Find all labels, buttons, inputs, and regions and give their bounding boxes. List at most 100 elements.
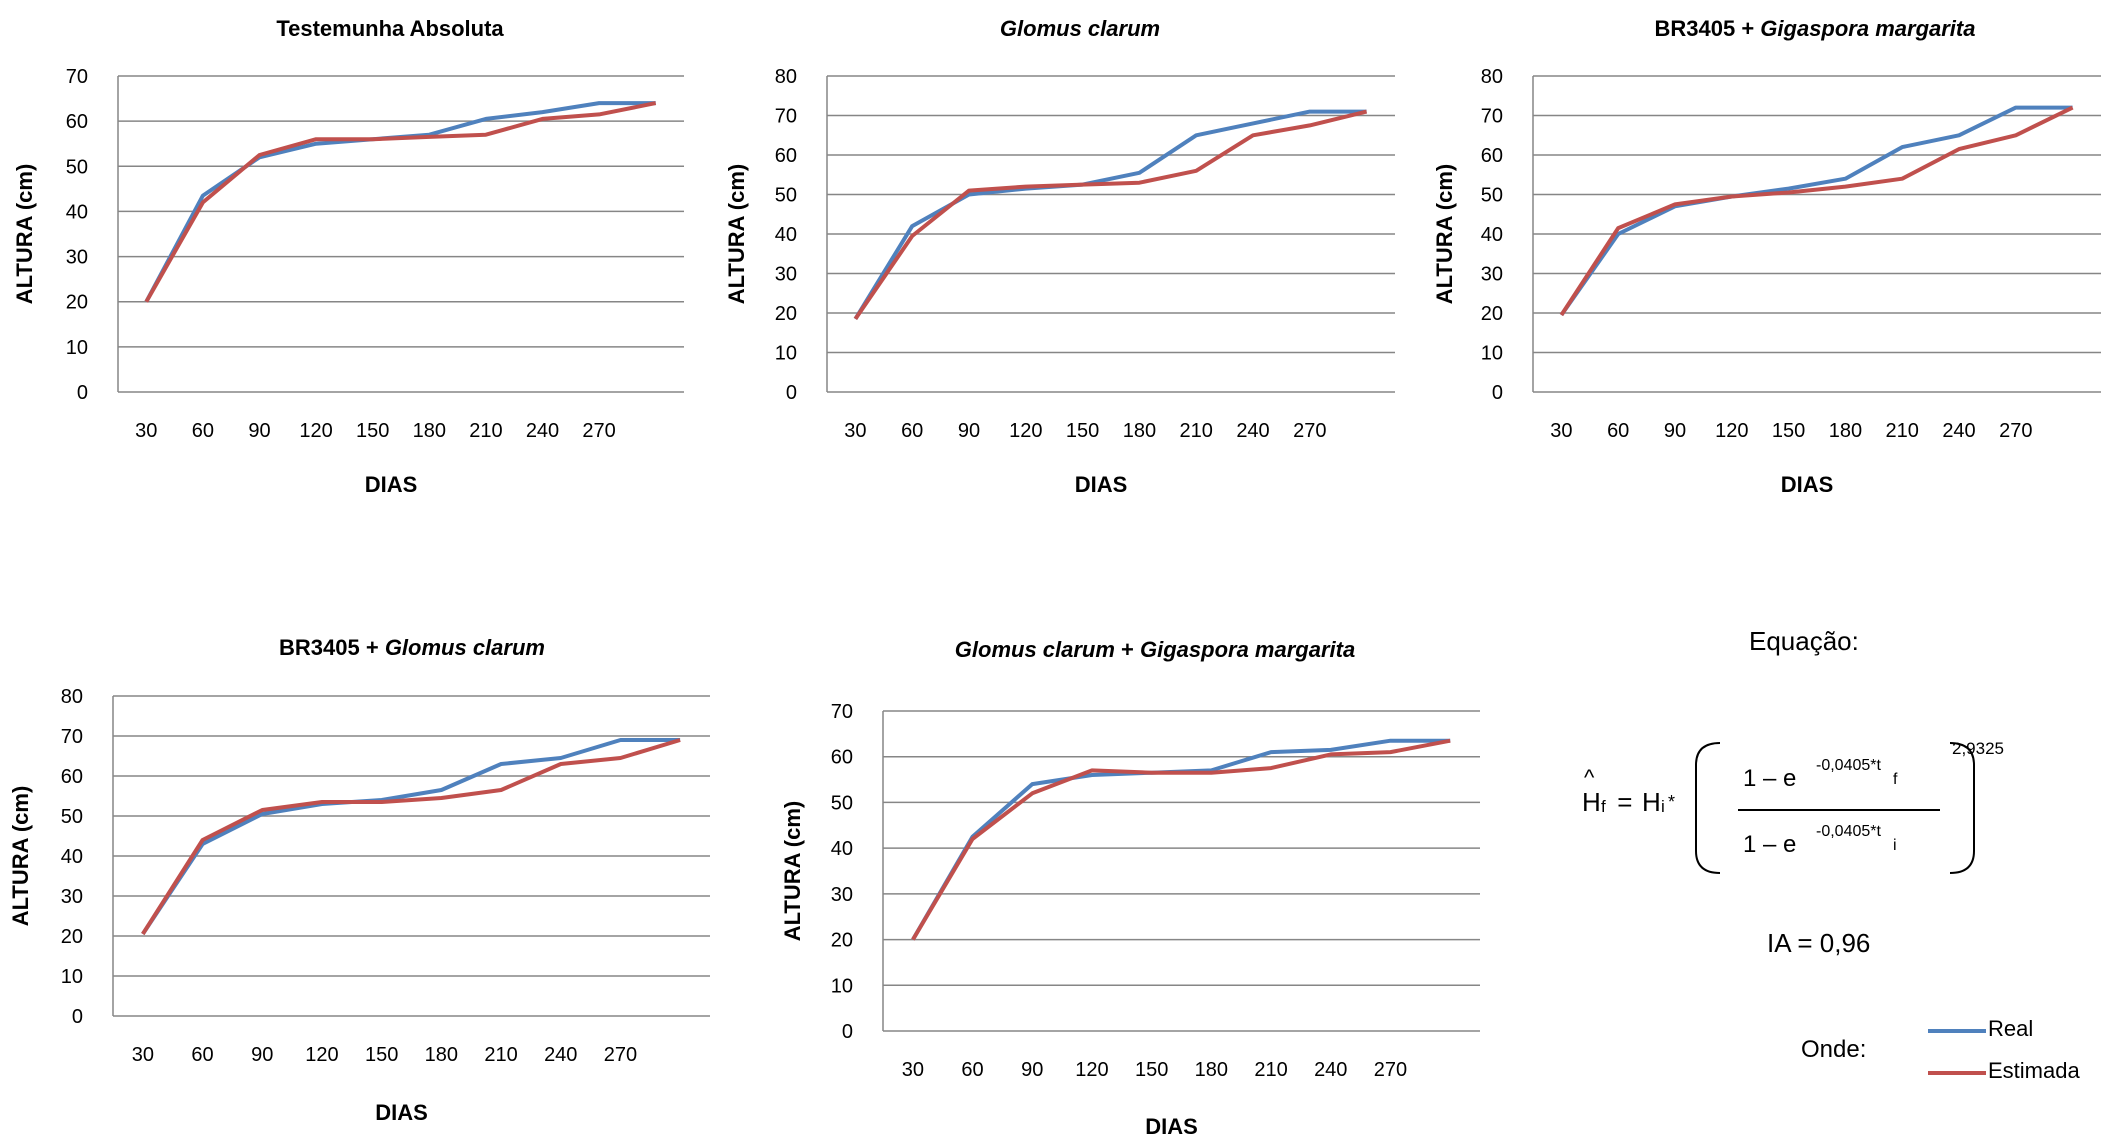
y-tick-label: 40 bbox=[831, 838, 853, 860]
x-tick-label: 180 bbox=[425, 1044, 458, 1066]
x-tick-label: 60 bbox=[901, 420, 923, 442]
numerator-sub: f bbox=[1893, 771, 1898, 788]
x-tick-label: 120 bbox=[1075, 1059, 1108, 1081]
series-line-estimada bbox=[853, 109, 1368, 321]
y-tick-label: 10 bbox=[775, 343, 797, 365]
x-tick-label: 180 bbox=[413, 420, 446, 442]
y-tick-label: 80 bbox=[1481, 66, 1503, 88]
chart-title-part: BR3405 + bbox=[279, 635, 385, 660]
y-tick-label: 60 bbox=[1481, 145, 1503, 167]
y-tick-label: 10 bbox=[61, 966, 83, 988]
x-tick-label: 210 bbox=[1254, 1059, 1287, 1081]
y-axis-label: ALTURA (cm) bbox=[8, 786, 33, 927]
x-tick-label: 270 bbox=[1293, 420, 1326, 442]
x-tick-label: 240 bbox=[1942, 420, 1975, 442]
y-tick-label: 70 bbox=[831, 701, 853, 723]
series-line-estimada bbox=[141, 738, 681, 936]
y-tick-label: 30 bbox=[831, 884, 853, 906]
y-tick-label: 70 bbox=[775, 106, 797, 128]
chart-title: Glomus clarum bbox=[1000, 16, 1160, 41]
y-tick-label: 20 bbox=[61, 926, 83, 948]
chart-title-part: Glomus clarum bbox=[385, 635, 545, 660]
chart-title: BR3405 + Glomus clarum bbox=[279, 635, 545, 660]
chart-title: BR3405 + Gigaspora margarita bbox=[1655, 16, 1976, 41]
mult-sign: * bbox=[1668, 792, 1676, 812]
y-tick-label: 40 bbox=[66, 201, 88, 223]
hat-symbol: ^ bbox=[1584, 765, 1595, 790]
series-line-estimada bbox=[1559, 105, 2074, 317]
series-line-estimada bbox=[911, 738, 1451, 941]
y-tick-label: 50 bbox=[1481, 185, 1503, 207]
x-tick-label: 180 bbox=[1829, 420, 1862, 442]
x-tick-label: 90 bbox=[1021, 1059, 1043, 1081]
y-tick-label: 20 bbox=[831, 930, 853, 952]
x-tick-label: 270 bbox=[604, 1044, 637, 1066]
y-tick-label: 70 bbox=[61, 726, 83, 748]
chart-2: 0 10 20 30 40 50 60 70 80 30 60 90 120 150 180 210 240 27… bbox=[724, 16, 1395, 497]
y-axis-label: ALTURA (cm) bbox=[724, 164, 749, 305]
x-tick-label: 30 bbox=[132, 1044, 154, 1066]
y-tick-label: 0 bbox=[1492, 382, 1503, 404]
rhs-h: H bbox=[1642, 787, 1661, 817]
y-tick-label: 50 bbox=[66, 156, 88, 178]
denominator-sub: i bbox=[1893, 837, 1897, 854]
x-tick-label: 240 bbox=[1314, 1059, 1347, 1081]
y-tick-label: 40 bbox=[775, 224, 797, 246]
x-tick-label: 30 bbox=[902, 1059, 924, 1081]
y-tick-label: 10 bbox=[66, 337, 88, 359]
chart-title: Glomus clarum + Gigaspora margarita bbox=[955, 637, 1355, 662]
lhs-sub: f bbox=[1601, 797, 1606, 816]
x-tick-label: 60 bbox=[191, 1044, 213, 1066]
equation-parentheses bbox=[1695, 742, 1975, 874]
x-tick-label: 120 bbox=[1715, 420, 1748, 442]
y-tick-label: 60 bbox=[61, 766, 83, 788]
legend-swatch-estimada bbox=[1928, 1071, 1986, 1075]
y-tick-label: 50 bbox=[61, 806, 83, 828]
x-tick-label: 120 bbox=[299, 420, 332, 442]
y-tick-label: 30 bbox=[1481, 264, 1503, 286]
y-axis-label: ALTURA (cm) bbox=[12, 164, 37, 305]
x-axis-label: DIAS bbox=[1145, 1114, 1198, 1138]
chart-5: 0 10 20 30 40 50 60 70 30 60 90 120 150 180 210 240 270 G… bbox=[780, 637, 1480, 1138]
x-tick-label: 270 bbox=[1374, 1059, 1407, 1081]
chart-title-part: Glomus clarum bbox=[955, 637, 1115, 662]
legend-swatch-real bbox=[1928, 1029, 1986, 1033]
chart-title-part: Gigaspora margarita bbox=[1760, 16, 1975, 41]
x-tick-label: 180 bbox=[1195, 1059, 1228, 1081]
x-tick-label: 210 bbox=[1180, 420, 1213, 442]
x-tick-label: 240 bbox=[544, 1044, 577, 1066]
x-tick-label: 210 bbox=[484, 1044, 517, 1066]
y-axis-label: ALTURA (cm) bbox=[780, 801, 805, 942]
y-tick-label: 60 bbox=[66, 111, 88, 133]
series-line-real bbox=[911, 738, 1451, 941]
x-tick-label: 90 bbox=[251, 1044, 273, 1066]
series-line-real bbox=[853, 109, 1367, 320]
chart-title-part: + bbox=[1115, 637, 1140, 662]
x-tick-label: 30 bbox=[135, 420, 157, 442]
chart-title-part: BR3405 + bbox=[1655, 16, 1761, 41]
chart-4: 0 10 20 30 40 50 60 70 80 30 60 90 120 150 180 210 240 27… bbox=[8, 635, 710, 1125]
equation: ^ H f = H i * 1 – e -0,0405*t f 1 – e -0… bbox=[1560, 735, 2100, 895]
numerator-base: 1 – e bbox=[1743, 765, 1797, 792]
x-tick-label: 90 bbox=[1664, 420, 1686, 442]
x-tick-label: 210 bbox=[469, 420, 502, 442]
y-tick-label: 10 bbox=[831, 975, 853, 997]
power-exponent: 2,9325 bbox=[1952, 739, 2004, 758]
x-tick-label: 210 bbox=[1886, 420, 1919, 442]
y-tick-label: 0 bbox=[72, 1006, 83, 1028]
y-tick-label: 30 bbox=[66, 247, 88, 269]
lhs-h: H bbox=[1582, 787, 1601, 817]
x-axis-label: DIAS bbox=[1781, 472, 1834, 497]
legend: Real Estimada bbox=[1928, 1016, 2118, 1086]
x-tick-label: 30 bbox=[844, 420, 866, 442]
y-tick-label: 20 bbox=[1481, 303, 1503, 325]
x-tick-label: 150 bbox=[365, 1044, 398, 1066]
x-tick-label: 30 bbox=[1550, 420, 1572, 442]
series-line-real bbox=[141, 738, 681, 936]
y-tick-label: 0 bbox=[842, 1021, 853, 1043]
x-axis-label: DIAS bbox=[375, 1100, 428, 1125]
y-tick-label: 30 bbox=[775, 264, 797, 286]
x-tick-label: 270 bbox=[1999, 420, 2032, 442]
denominator-base: 1 – e bbox=[1743, 831, 1797, 858]
